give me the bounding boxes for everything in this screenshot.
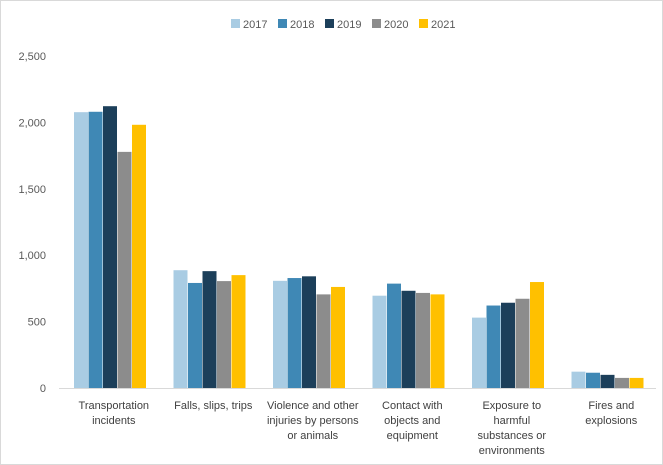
x-category-label: Fires and <box>588 400 634 412</box>
bar-2021 <box>331 286 345 388</box>
x-category-label: environments <box>479 445 546 457</box>
x-category-label: harmful <box>493 415 530 427</box>
bar-2017 <box>472 317 486 388</box>
legend-swatch-2021 <box>419 19 428 28</box>
y-tick-label: 2,500 <box>18 51 46 63</box>
legend-label-2018: 2018 <box>290 19 314 31</box>
y-tick-label: 500 <box>28 317 46 329</box>
bar-2020 <box>217 281 231 388</box>
legend-swatch-2019 <box>325 19 334 28</box>
bar-2018 <box>188 282 202 388</box>
x-category-label: or animals <box>287 430 338 442</box>
bar-2021 <box>231 275 246 388</box>
x-category-label: substances or <box>478 430 547 442</box>
bar-2017 <box>173 270 188 388</box>
bar-2020 <box>615 377 629 388</box>
bar-2017 <box>571 371 586 388</box>
x-category-label: equipment <box>387 430 438 442</box>
x-category-label: Transportation <box>79 400 150 412</box>
bar-2021 <box>132 124 146 388</box>
bar-2018 <box>586 372 600 388</box>
x-category-label: Violence and other <box>267 400 359 412</box>
bar-2020 <box>416 292 430 388</box>
y-tick-label: 2,000 <box>18 117 46 129</box>
bar-2018 <box>287 278 302 388</box>
bar-2020 <box>117 151 132 388</box>
bar-2019 <box>202 271 217 388</box>
legend-label-2021: 2021 <box>431 19 455 31</box>
bar-2020 <box>316 294 331 388</box>
bar-2017 <box>74 112 88 389</box>
y-tick-label: 0 <box>40 383 46 395</box>
bar-2018 <box>486 305 501 388</box>
bar-2018 <box>88 111 103 388</box>
bar-2021 <box>629 377 644 388</box>
bar-2017 <box>273 280 287 388</box>
legend-swatch-2017 <box>231 19 240 28</box>
bar-2021 <box>530 282 544 388</box>
bar-2020 <box>515 298 530 388</box>
bar-2019 <box>302 276 316 388</box>
legend-swatch-2018 <box>278 19 287 28</box>
y-tick-label: 1,500 <box>18 184 46 196</box>
y-tick-label: 1,000 <box>18 250 46 262</box>
bar-2019 <box>103 106 117 388</box>
x-category-label: injuries by persons <box>267 415 359 427</box>
legend-label-2017: 2017 <box>243 19 267 31</box>
x-category-label: Exposure to <box>482 400 541 412</box>
legend-swatch-2020 <box>372 19 381 28</box>
x-category-label: explosions <box>585 415 637 427</box>
x-category-label: Contact with <box>382 400 443 412</box>
bar-2018 <box>387 283 401 388</box>
bar-2019 <box>600 374 615 388</box>
legend-label-2019: 2019 <box>337 19 361 31</box>
bar-2017 <box>372 295 387 388</box>
bar-2019 <box>401 290 416 388</box>
x-category-label: objects and <box>384 415 440 427</box>
x-category-label: Falls, slips, trips <box>174 400 253 412</box>
bar-2021 <box>430 294 445 388</box>
x-category-label: incidents <box>92 415 136 427</box>
legend-label-2020: 2020 <box>384 19 408 31</box>
bar-2019 <box>501 302 515 388</box>
